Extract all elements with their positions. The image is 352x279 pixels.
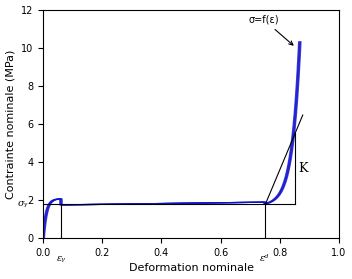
Text: εᵈ: εᵈ (260, 254, 270, 263)
X-axis label: Deformation nominale: Deformation nominale (128, 263, 253, 273)
Y-axis label: Contrainte nominale (MPa): Contrainte nominale (MPa) (6, 49, 15, 199)
Text: K: K (298, 162, 308, 175)
Text: σᵧ: σᵧ (18, 199, 29, 208)
Text: σ=f(ε): σ=f(ε) (249, 15, 293, 45)
Text: εᵧ: εᵧ (57, 254, 65, 263)
